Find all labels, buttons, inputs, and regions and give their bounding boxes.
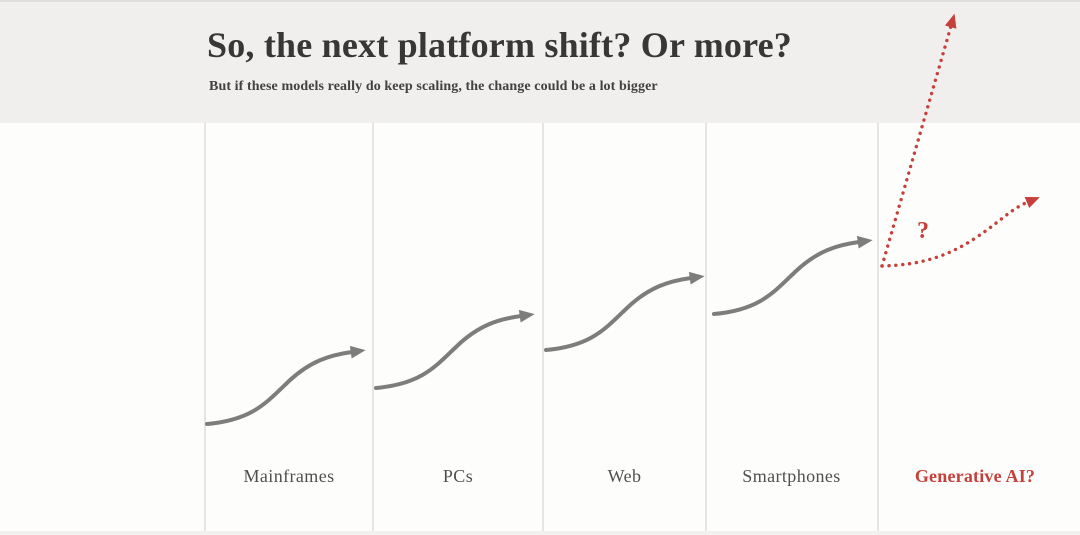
column-divider [705, 123, 707, 535]
platform-label-web: Web [607, 466, 642, 486]
platform-label-smartphones: Smartphones [742, 466, 841, 486]
slide-title: So, the next platform shift? Or more? [207, 25, 792, 65]
s-curve-pcs [374, 309, 535, 390]
genai-up-arrow [880, 13, 957, 268]
genai-scurve-arrow [880, 196, 1040, 268]
slide-header: So, the next platform shift? Or more? Bu… [0, 0, 1080, 123]
column-divider [542, 123, 544, 535]
s-curve-mainframes [205, 345, 366, 426]
slide-subtitle: But if these models really do keep scali… [209, 79, 658, 94]
platform-label-pcs: PCs [442, 466, 474, 486]
platform-label-generative-ai: Generative AI? [914, 466, 1036, 486]
column-divider [372, 123, 374, 535]
s-curve-web [544, 271, 705, 352]
s-curve-smartphones [712, 235, 873, 316]
column-divider [204, 123, 206, 535]
genai-question-mark: ? [917, 218, 929, 244]
bottom-edge [0, 531, 1080, 535]
column-divider [877, 123, 879, 535]
platform-label-mainframes: Mainframes [243, 466, 335, 486]
